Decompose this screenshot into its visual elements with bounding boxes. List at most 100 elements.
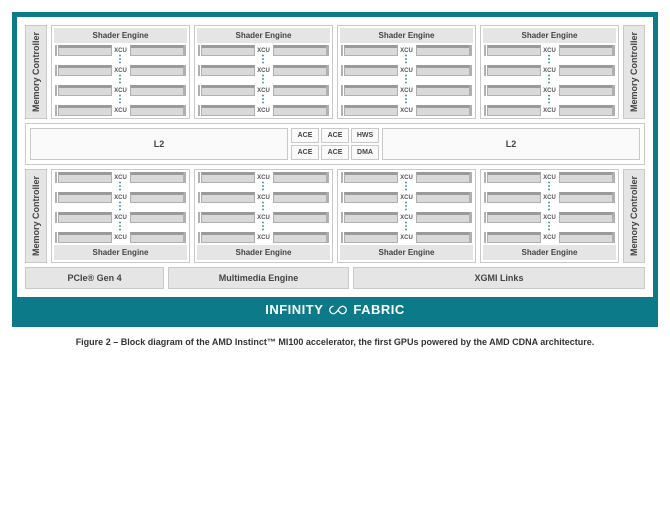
xcu-unit — [130, 65, 187, 76]
xcu-unit — [559, 172, 616, 183]
xcu-row: XCU — [341, 105, 472, 116]
xcu-unit — [484, 192, 541, 203]
xcu-label: XCU — [256, 195, 272, 201]
xcu-label: XCU — [542, 215, 558, 221]
xcu-unit — [416, 172, 473, 183]
cmd-block: ACE — [321, 145, 349, 160]
ellipsis-dots: ⋮ — [484, 58, 615, 63]
xcu-unit — [55, 172, 112, 183]
xcu-unit — [130, 212, 187, 223]
xcu-label: XCU — [399, 215, 415, 221]
die-area: Memory Controller Shader Engine XCU ⋮ XCU ⋮ X… — [17, 17, 653, 297]
cmd-block: HWS — [351, 128, 379, 143]
xcu-unit — [198, 172, 255, 183]
xcu-unit — [341, 192, 398, 203]
ellipsis-dots: ⋮ — [55, 225, 186, 230]
infinity-fabric-bar: INFINITY FABRIC — [17, 297, 653, 322]
xcu-label: XCU — [542, 235, 558, 241]
xcu-stack: XCU⋮XCU⋮XCU⋮XCU — [54, 45, 187, 116]
middle-strip: L2 ACEACEHWSACEACEDMA L2 — [25, 123, 645, 165]
xcu-unit — [484, 85, 541, 96]
infinity-label: INFINITY — [265, 302, 323, 317]
figure-caption: Figure 2 – Block diagram of the AMD Inst… — [12, 327, 658, 357]
xcu-unit — [198, 85, 255, 96]
shader-engine: XCU⋮XCU⋮XCU⋮XCUShader Engine — [194, 169, 333, 263]
xcu-unit — [273, 172, 330, 183]
xcu-row: XCU — [55, 232, 186, 243]
xcu-unit — [341, 212, 398, 223]
ellipsis-dots: ⋮ — [198, 185, 329, 190]
shader-engine: Shader EngineXCU⋮XCU⋮XCU⋮XCU — [337, 25, 476, 119]
xcu-unit — [55, 85, 112, 96]
xcu-unit — [273, 105, 330, 116]
xcu-row: XCU — [484, 105, 615, 116]
xcu-label: XCU — [399, 108, 415, 114]
xcu-unit — [198, 192, 255, 203]
xcu-unit — [416, 212, 473, 223]
xcu-unit — [198, 212, 255, 223]
shader-engine-label: Shader Engine — [483, 245, 616, 260]
xcu-label: XCU — [256, 235, 272, 241]
xcu-label: XCU — [256, 215, 272, 221]
xcu-unit — [198, 105, 255, 116]
xcu-unit — [416, 232, 473, 243]
ellipsis-dots: ⋮ — [55, 58, 186, 63]
xcu-unit — [559, 212, 616, 223]
pcie-block: PCIe® Gen 4 — [25, 267, 164, 289]
ellipsis-dots: ⋮ — [341, 185, 472, 190]
l2-cache-left: L2 — [30, 128, 288, 160]
xcu-label: XCU — [113, 48, 129, 54]
xcu-unit — [559, 105, 616, 116]
figure-frame: Memory Controller Shader Engine XCU ⋮ XCU ⋮ X… — [0, 0, 670, 369]
xcu-label: XCU — [256, 48, 272, 54]
xcu-label: XCU — [542, 175, 558, 181]
ellipsis-dots: ⋮ — [484, 98, 615, 103]
xcu-stack: XCU⋮XCU⋮XCU⋮XCU — [340, 45, 473, 116]
ellipsis-dots: ⋮ — [484, 185, 615, 190]
ellipsis-dots: ⋮ — [484, 78, 615, 83]
memory-controller-bottom-right: Memory Controller — [623, 169, 645, 263]
xcu-stack: XCU⋮XCU⋮XCU⋮XCU — [54, 172, 187, 243]
shader-engine-row-top: Shader Engine XCU ⋮ XCU ⋮ XCU ⋮ XCU Shader Engin… — [51, 25, 619, 119]
xcu-unit — [55, 65, 112, 76]
xcu-label: XCU — [399, 48, 415, 54]
xcu-row: XCU — [341, 232, 472, 243]
ellipsis-dots: ⋮ — [341, 58, 472, 63]
xcu-unit — [273, 65, 330, 76]
xcu-unit — [341, 65, 398, 76]
xcu-unit — [198, 65, 255, 76]
command-processor-grid: ACEACEHWSACEACEDMA — [291, 128, 379, 160]
xcu-unit — [559, 85, 616, 96]
xcu-unit — [416, 45, 473, 56]
shader-engine-label: Shader Engine — [340, 245, 473, 260]
xcu-unit — [484, 232, 541, 243]
shader-engine-label: Shader Engine — [54, 245, 187, 260]
xcu-row: XCU — [198, 232, 329, 243]
ellipsis-dots: ⋮ — [341, 225, 472, 230]
xcu-label: XCU — [113, 68, 129, 74]
xcu-label: XCU — [113, 235, 129, 241]
xcu-label: XCU — [256, 108, 272, 114]
xcu-label: XCU — [542, 108, 558, 114]
xcu-unit — [55, 105, 112, 116]
xcu-stack: XCU⋮XCU⋮XCU⋮XCU — [483, 172, 616, 243]
xcu-unit — [130, 105, 187, 116]
shader-engine-label: Shader Engine — [483, 28, 616, 43]
xcu-unit — [55, 232, 112, 243]
xcu-unit — [341, 172, 398, 183]
io-strip: PCIe® Gen 4 Multimedia Engine XGMI Links — [25, 267, 645, 289]
xcu-label: XCU — [542, 88, 558, 94]
shader-engine-label: Shader Engine — [340, 28, 473, 43]
shader-engine-label: Shader Engine — [54, 28, 187, 43]
bottom-half: Memory Controller XCU ⋮ XCU ⋮ XCU ⋮ XCU Shader … — [25, 169, 645, 263]
xcu-unit — [273, 232, 330, 243]
shader-engine: XCU⋮XCU⋮XCU⋮XCUShader Engine — [337, 169, 476, 263]
xcu-stack: XCU⋮XCU⋮XCU⋮XCU — [340, 172, 473, 243]
xcu-label: XCU — [256, 88, 272, 94]
cmd-block: ACE — [321, 128, 349, 143]
xcu-unit — [198, 45, 255, 56]
xcu-unit — [484, 45, 541, 56]
xcu-label: XCU — [113, 88, 129, 94]
ellipsis-dots: ⋮ — [55, 78, 186, 83]
xcu-label: XCU — [399, 88, 415, 94]
